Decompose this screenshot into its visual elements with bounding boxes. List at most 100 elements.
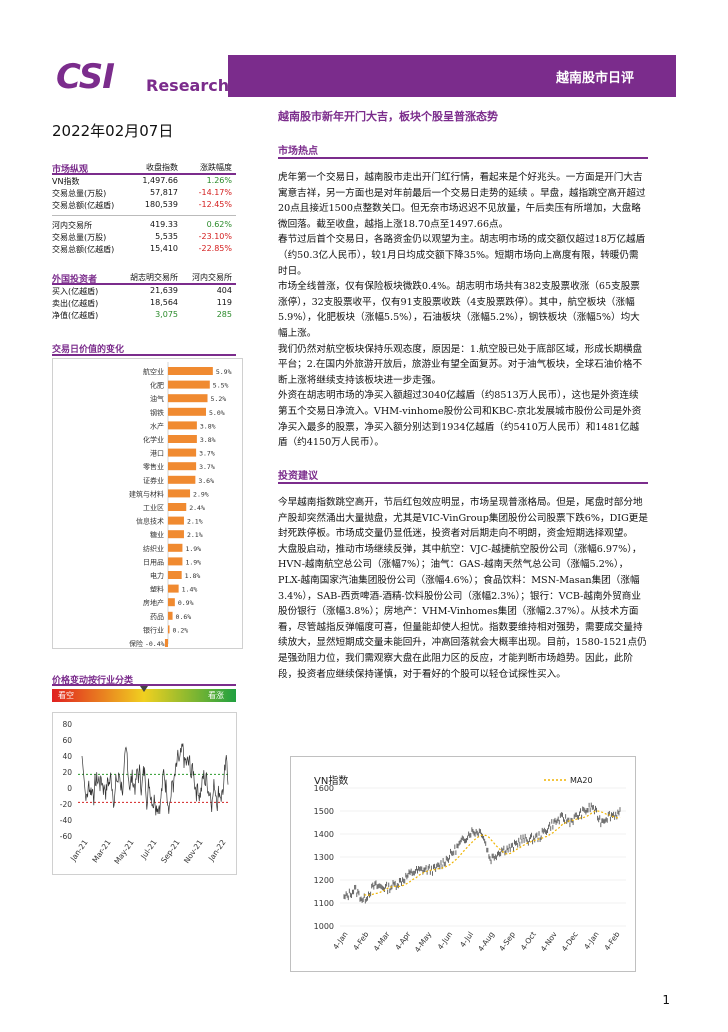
sector-bar [168,516,184,525]
sector-value: 1.9% [185,558,201,566]
market-overview-title: 市场纵观 [52,165,89,175]
divider [52,173,236,175]
y-tick-label: 40 [62,752,72,761]
y-tick-label: 1200 [314,876,334,885]
sector-value: 5.0% [209,409,225,417]
report-title: 越南股市日评 [556,71,635,86]
sector-bar [168,598,175,607]
paragraph: 虎年第一个交易日，越南股市走出开门红行情，看起来是个好兆头。一方面是开门大吉寓意… [278,172,646,230]
sector-value: 2.9% [193,490,209,498]
legend-ma-label: MA20 [570,776,593,785]
sector-label: 水产 [150,421,164,430]
sector-value: 5.2% [211,395,227,403]
sector-value: 3.6% [198,477,214,485]
vn-index-chart: VN指数 MA20 16001500140013001200110010004-… [290,756,636,972]
overview-row-change: 1.26% [206,176,232,185]
sector-value: 2.1% [187,531,203,539]
sector-bar [168,584,179,593]
overview-row-value: 57,817 [150,188,178,197]
section-market-hotspot: 市场热点 [278,146,318,157]
x-tick-label: May-21 [112,838,135,866]
sector-label: 塑料 [150,585,164,594]
sector-label: 电力 [150,571,164,580]
article-title: 越南股市新年开门大吉，板块个股呈普涨态势 [278,110,498,123]
sector-value: 2.1% [187,518,203,526]
overview-row-change: -12.45% [198,200,232,209]
article-body-1: 虎年第一个交易日，越南股市走出开门红行情，看起来是个好兆头。一方面是开门大吉寓意… [278,170,648,451]
logo-area [52,55,228,97]
sector-bar [168,380,210,389]
sector-label: 工业区 [143,503,164,512]
divider [52,354,236,356]
sector-label: 日用品 [143,558,164,566]
sector-bar [168,625,170,634]
y-tick-label: 1400 [314,830,334,839]
sector-label: 零售业 [143,462,164,471]
sector-value: 0.6% [176,613,192,621]
sector-label: 信息技术 [136,517,164,526]
page-number: 1 [662,993,670,1007]
sector-bar [164,639,168,647]
foreign-row-label: 买入(亿越盾) [52,287,99,296]
sector-bar [168,367,213,375]
foreign-row-hose: 18,564 [150,298,178,307]
divider [52,283,236,285]
sector-bar [168,503,187,511]
paragraph: 大盘股启动，推动市场继续反弹，其中航空：VJC-越捷航空股份公司（涨幅6.97%… [278,543,647,680]
foreign-row-label: 卖出(亿越盾) [52,299,99,308]
overview-row-value: 419.33 [150,220,178,229]
foreign-row-hnx: 119 [216,298,232,307]
sector-value: 1.9% [185,545,201,553]
paragraph: 今早越南指数跳空高开，节后红包效应明显，市场呈现普涨格局。但是，尾盘时部分地产股… [278,497,648,540]
overview-row-value: 180,539 [144,200,178,209]
sector-value: 2.4% [189,504,205,512]
y-tick-label: 20 [62,768,72,777]
divider [278,482,648,484]
bearish-label: 看空 [58,691,74,700]
overview-row-value: 5,535 [155,232,178,241]
divider [52,684,236,686]
foreign-row-label: 净值(亿越盾) [52,311,99,320]
sentiment-marker-icon [140,686,148,692]
overview-row-change: 0.62% [206,220,232,229]
overview-row-label: 交易总额(亿越盾) [52,245,115,254]
y-tick-label: 0 [67,784,72,793]
foreign-row-hnx: 404 [216,286,232,295]
sector-value: 1.8% [185,572,201,580]
sentiment-series-line [81,743,229,816]
x-tick-label: Mar-21 [90,838,112,865]
overview-row-change: -23.10% [198,232,232,241]
hnx-header: 河内交易所 [192,273,232,282]
chart-border [52,712,237,875]
sector-bar [168,448,197,457]
foreign-investors-title: 外国投资者 [52,275,98,285]
sector-bar [168,394,208,403]
divider [52,215,236,216]
sector-label: 糖业 [150,530,164,539]
x-tick-label: Nov-21 [182,838,205,865]
paragraph: 外资在胡志明市场的净买入额超过3040亿越盾（约8513万人民币），这也是外资连… [278,390,642,449]
overview-row-label: 河内交易所 [52,221,92,230]
sector-bar [168,530,184,539]
sector-value: -0.4% [145,640,165,648]
overview-row-label: VN指数 [52,177,80,186]
paragraph: 市场全线普涨，仅有保险板块微跌0.4%。胡志明市场共有382支股票收涨（65支股… [278,281,640,339]
overview-row-label: 交易总额(亿越盾) [52,201,115,210]
sector-label: 建筑与材料 [129,489,164,498]
overview-row-label: 交易总量(万股) [52,189,107,198]
x-tick-label: Jan-22 [206,838,228,864]
sector-value: 0.9% [178,599,194,607]
sector-label: 港口 [150,449,164,458]
sector-value: 3.7% [199,463,215,471]
y-tick-label: 1300 [314,853,334,862]
sector-value: 3.8% [200,422,216,430]
sector-label: 航空业 [143,367,164,376]
foreign-row-hose: 21,639 [150,286,178,295]
overview-row-change: -14.17% [198,188,232,197]
y-tick-label: -40 [60,816,72,825]
sector-label: 化学业 [143,435,164,444]
sector-bar [168,475,196,484]
sector-label: 药品 [150,612,164,621]
sector-bar [168,611,173,620]
sector-value: 3.7% [199,450,215,458]
